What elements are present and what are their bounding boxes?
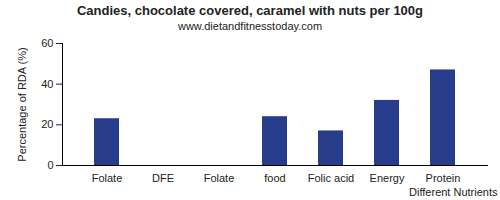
svg-text:Folate: Folate <box>204 172 235 184</box>
svg-text:DFE: DFE <box>152 172 174 184</box>
svg-text:Folate: Folate <box>92 172 123 184</box>
html-text:Candies, chocolate covered, ca: Candies, chocolate covered, caramel with… <box>77 3 423 18</box>
svg-text:60: 60 <box>41 37 53 49</box>
svg-text:food: food <box>264 172 285 184</box>
svg-text:Folic acid: Folic acid <box>308 172 354 184</box>
svg-text:Percentage of RDA (%): Percentage of RDA (%) <box>16 47 28 161</box>
svg-text:Protein: Protein <box>426 172 461 184</box>
svg-text:20: 20 <box>41 118 53 130</box>
html-text:www.dietandfitnesstoday.com: www.dietandfitnesstoday.com <box>178 20 322 32</box>
svg-text:Energy: Energy <box>370 172 405 184</box>
svg-text:40: 40 <box>41 78 53 90</box>
svg-text:Different Nutrients: Different Nutrients <box>409 186 498 198</box>
svg-text:0: 0 <box>47 159 53 171</box>
